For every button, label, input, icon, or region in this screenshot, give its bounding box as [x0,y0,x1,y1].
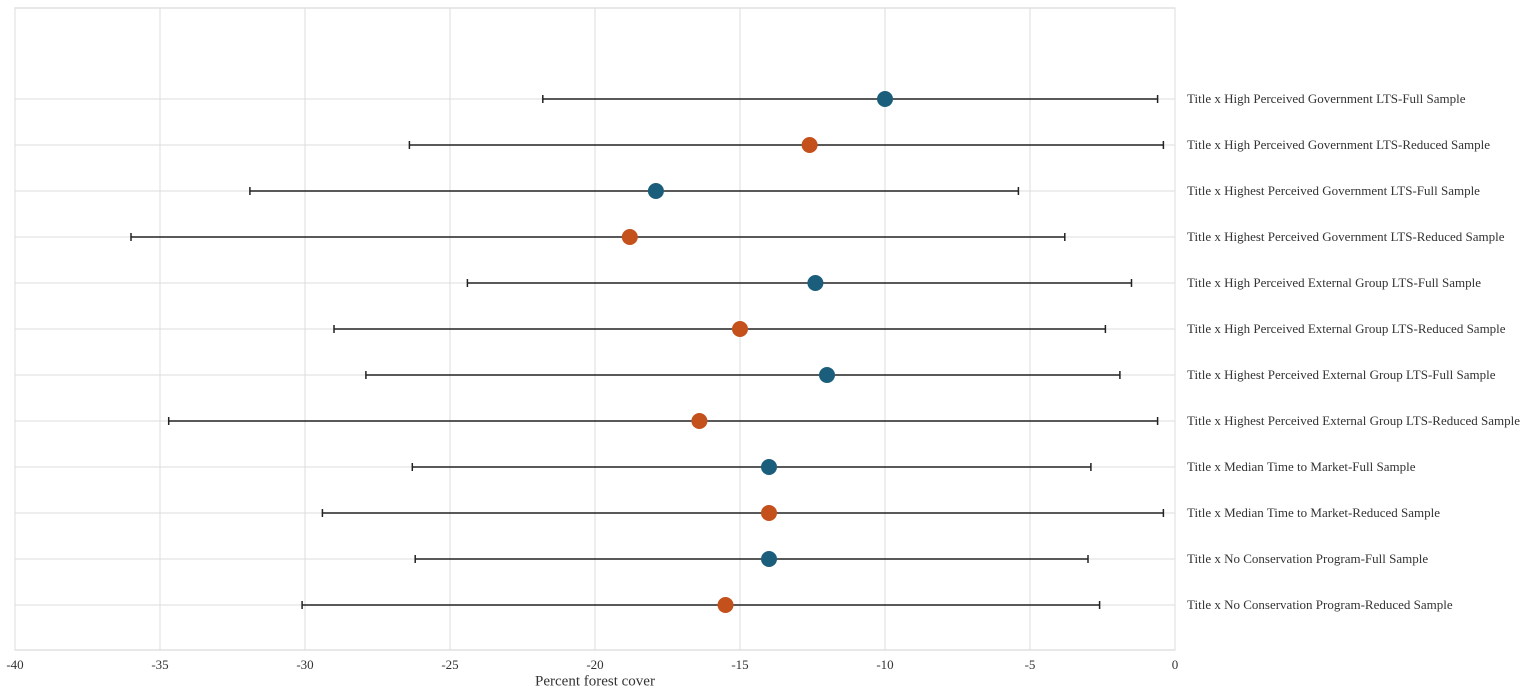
y-tick-label: Title x High Perceived External Group LT… [1187,321,1506,336]
point [807,275,824,291]
y-tick-label: Title x High Perceived External Group LT… [1187,275,1481,290]
y-tick-label: Title x No Conservation Program-Reduced … [1187,597,1453,612]
point [761,459,777,475]
point [717,597,734,613]
y-tick-label: Title x Median Time to Market-Reduced Sa… [1187,505,1440,520]
x-tick-label: -5 [1025,657,1036,672]
x-axis-label: Percent forest cover [535,673,655,689]
point [732,321,748,337]
point [801,137,818,153]
point [877,91,893,107]
y-tick-label: Title x High Perceived Government LTS-Fu… [1187,91,1466,106]
point [819,367,835,383]
x-tick-label: -20 [586,657,603,672]
x-tick-label: -30 [296,657,313,672]
point [691,413,708,429]
y-tick-label: Title x Highest Perceived External Group… [1187,413,1520,428]
x-tick-label: -10 [876,657,893,672]
y-tick-label: Title x Highest Perceived Government LTS… [1187,229,1505,244]
point [761,505,777,521]
point [761,551,777,567]
y-tick-label: Title x Highest Perceived External Group… [1187,367,1496,382]
y-tick-label: Title x No Conservation Program-Full Sam… [1187,551,1428,566]
x-tick-label: -25 [441,657,458,672]
y-tick-label: Title x High Perceived Government LTS-Re… [1187,137,1490,152]
point [621,229,638,245]
x-tick-label: -35 [151,657,168,672]
y-tick-label: Title x Highest Perceived Government LTS… [1187,183,1480,198]
x-tick-label: -40 [6,657,23,672]
y-tick-label: Title x Median Time to Market-Full Sampl… [1187,459,1416,474]
point [647,183,664,199]
x-tick-label: -15 [731,657,748,672]
x-tick-label: 0 [1172,657,1179,672]
